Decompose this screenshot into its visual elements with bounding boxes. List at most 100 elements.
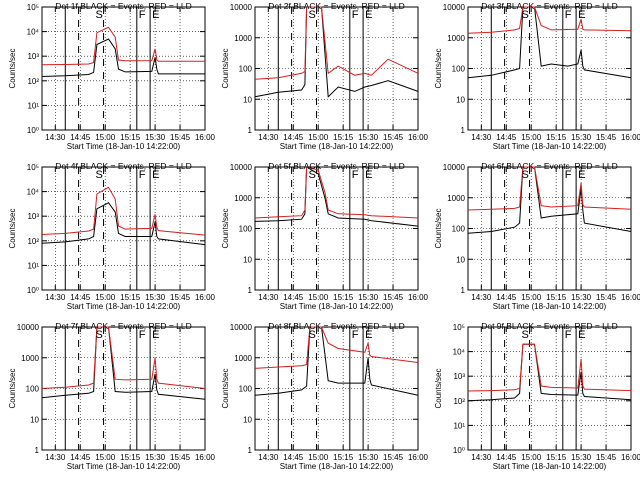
x-tick-label: 15:00 — [308, 293, 329, 302]
y-tick-label: 10⁴ — [453, 348, 466, 357]
x-tick-label: 14:45 — [496, 133, 517, 142]
x-tick-label: 14:45 — [496, 293, 517, 302]
x-tick-label: 16:00 — [621, 453, 640, 462]
x-tick-label: 14:30 — [471, 453, 492, 462]
y-tick-label: 10000 — [17, 323, 40, 332]
x-tick-label: 14:45 — [283, 293, 304, 302]
plot-frame — [41, 6, 206, 131]
x-tick-label: 15:00 — [95, 133, 116, 142]
y-axis-label: Counts/sec — [221, 208, 230, 248]
series-events-line — [467, 6, 632, 79]
y-tick-label: 10³ — [27, 52, 39, 61]
y-tick-label: 10 — [30, 415, 39, 424]
x-tick-label: 15:15 — [120, 133, 141, 142]
y-tick-label: 100 — [452, 65, 466, 74]
marker-label-s: S — [96, 9, 103, 21]
x-tick-label: 16:00 — [195, 293, 216, 302]
y-tick-label: 10 — [456, 95, 465, 104]
chart-title: Det 7f BLACK = Events, RED = LLD — [55, 321, 192, 331]
series-events-line — [254, 166, 419, 227]
y-tick-label: 1 — [461, 286, 466, 295]
y-axis-label: Counts/sec — [8, 48, 17, 88]
y-tick-label: 1 — [248, 126, 253, 135]
x-tick-label: 15:30 — [571, 293, 592, 302]
marker-label-s: S — [309, 9, 316, 21]
x-tick-label: 14:30 — [45, 133, 66, 142]
y-tick-label: 10¹ — [27, 261, 39, 270]
y-tick-label: 10⁰ — [453, 446, 465, 455]
x-axis-label: Start Time (18-Jan-10 14:22:00) — [280, 462, 394, 471]
series-lld-line — [254, 166, 419, 219]
y-tick-label: 10² — [27, 77, 39, 86]
y-axis-label: Counts/sec — [8, 208, 17, 248]
chart-title: Det 2f BLACK = Events, RED = LLD — [268, 1, 405, 11]
x-tick-label: 15:15 — [333, 453, 354, 462]
chart-panel-4: 10⁰ 10¹ 10² 10³ 10⁴ 10⁵ 14:30 14:45 15:00 15:15 15… — [8, 161, 216, 311]
series-lld-line — [467, 343, 632, 392]
marker-label-e: E — [152, 169, 159, 181]
x-tick-label: 14:30 — [45, 453, 66, 462]
series-events-line — [41, 38, 205, 77]
y-tick-label: 1 — [248, 286, 253, 295]
marker-label-s: S — [522, 169, 529, 181]
marker-label-f: F — [565, 329, 572, 341]
series-events-line — [41, 202, 206, 246]
x-tick-label: 16:00 — [195, 133, 216, 142]
x-tick-label: 14:45 — [496, 453, 517, 462]
y-tick-label: 10 — [456, 255, 465, 264]
chart-panel-8: 1 10 100 1000 10000 14:30 14:45 15:00 15:15 15:30… — [221, 321, 429, 471]
plot-frame — [467, 326, 632, 451]
y-axis-label: Counts/sec — [221, 48, 230, 88]
x-tick-label: 15:30 — [145, 453, 166, 462]
marker-label-s: S — [96, 169, 103, 181]
marker-label-e: E — [578, 169, 585, 181]
x-tick-label: 15:45 — [170, 453, 191, 462]
x-tick-label: 15:45 — [596, 133, 617, 142]
x-tick-label: 14:30 — [471, 133, 492, 142]
y-tick-label: 1000 — [234, 194, 252, 203]
chart-title: Det 6f BLACK = Events, RED = LLD — [481, 161, 618, 171]
y-tick-label: 10000 — [230, 163, 253, 172]
x-tick-label: 14:30 — [45, 293, 66, 302]
marker-label-e: E — [365, 9, 372, 21]
x-tick-label: 14:30 — [258, 133, 279, 142]
marker-label-f: F — [352, 9, 359, 21]
x-tick-label: 14:30 — [258, 293, 279, 302]
y-tick-label: 100 — [26, 385, 40, 394]
y-tick-label: 10⁴ — [27, 28, 40, 37]
x-tick-label: 16:00 — [621, 133, 640, 142]
marker-label-e: E — [152, 9, 159, 21]
x-tick-label: 15:00 — [521, 293, 542, 302]
marker-label-f: F — [352, 169, 359, 181]
marker-label-e: E — [578, 329, 585, 341]
series-events-line — [254, 326, 419, 396]
marker-label-f: F — [139, 9, 146, 21]
marker-label-e: E — [365, 169, 372, 181]
x-axis-label: Start Time (18-Jan-10 14:22:00) — [67, 462, 181, 471]
x-tick-label: 15:45 — [383, 453, 404, 462]
x-tick-label: 15:00 — [95, 453, 116, 462]
x-tick-label: 15:45 — [596, 293, 617, 302]
series-events-line — [467, 343, 632, 402]
x-tick-label: 15:00 — [308, 453, 329, 462]
series-lld-line — [254, 326, 419, 369]
x-tick-label: 15:15 — [546, 453, 567, 462]
y-tick-label: 10 — [243, 255, 252, 264]
chart-title: Det 3f BLACK = Events, RED = LLD — [481, 1, 618, 11]
x-tick-label: 15:30 — [145, 293, 166, 302]
series-events-line — [254, 6, 419, 98]
x-tick-label: 15:45 — [170, 133, 191, 142]
y-tick-label: 10⁴ — [27, 188, 40, 197]
y-tick-label: 10⁵ — [453, 323, 465, 332]
chart-panel-6: 1 10 100 1000 10000 14:30 14:45 15:00 15:15 15:30… — [434, 161, 640, 311]
x-tick-label: 15:15 — [120, 293, 141, 302]
x-tick-label: 15:30 — [358, 293, 379, 302]
y-tick-label: 10³ — [27, 212, 39, 221]
y-tick-label: 1000 — [234, 34, 252, 43]
y-tick-label: 10⁰ — [27, 286, 39, 295]
x-tick-label: 14:45 — [70, 453, 91, 462]
series-events-line — [41, 326, 206, 400]
y-tick-label: 10⁰ — [27, 126, 39, 135]
y-tick-label: 10⁵ — [27, 3, 39, 12]
chart-panel-3: 1 10 100 1000 10000 14:30 14:45 15:00 15:15 15:30… — [434, 1, 640, 151]
